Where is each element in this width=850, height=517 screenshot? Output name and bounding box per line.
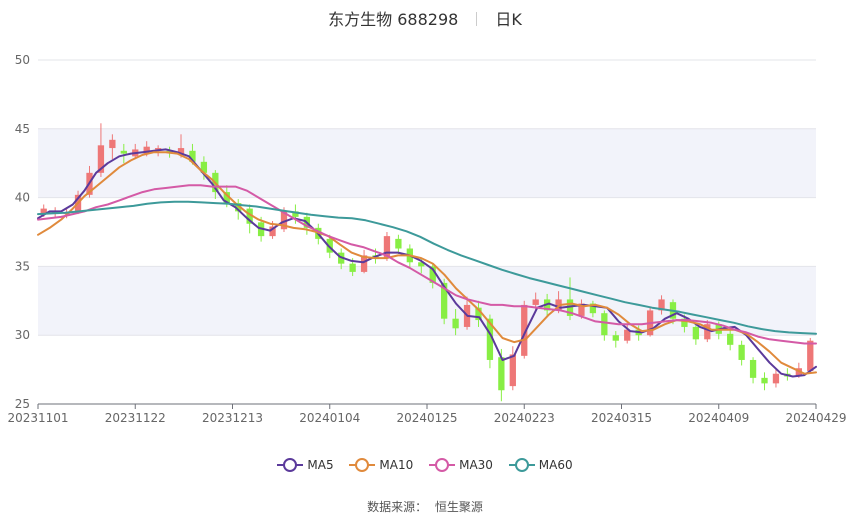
chart-title: 东方生物 688298 日K [0,6,850,30]
y-tick-label: 50 [15,53,30,67]
x-axis: 20231101 20231122 20231213 20240104 20240125… [7,403,847,425]
candle [749,357,757,384]
legend-item-ma10[interactable]: MA10 [349,458,413,472]
y-tick-label: 40 [15,191,30,205]
x-tick-label: 20240429 [785,411,846,425]
candle [692,322,700,345]
candle [120,143,127,164]
candles [40,123,814,402]
period-label: 日K [495,10,522,29]
x-tick-label: 20240223 [494,411,555,425]
x-tick-label: 20231101 [7,411,68,425]
series-line-ma5 [37,148,817,378]
candle [589,300,597,318]
legend-item-ma60[interactable]: MA60 [508,458,573,472]
y-tick-label: 30 [15,328,30,342]
x-tick-label: 20240315 [591,411,652,425]
y-tick-label: 45 [15,122,30,136]
ma-lines [37,148,817,378]
data-source: 数据来源： 恒生聚源 [0,498,850,515]
series-line-ma30 [37,184,817,345]
candle [292,204,299,224]
x-tick-label: 20231122 [105,411,166,425]
x-tick-label: 20240409 [688,411,749,425]
candle [658,295,665,315]
candle [772,369,780,388]
y-tick-label: 35 [15,259,30,273]
series-line-ma60 [37,200,817,335]
candle [704,320,711,343]
candle [452,309,459,336]
x-tick-label: 20240125 [396,411,457,425]
candle [429,263,436,289]
title-separator [476,12,478,26]
candle [601,310,608,341]
source-value: 恒生聚源 [434,500,483,514]
legend-item-ma5[interactable]: MA5 [277,458,334,472]
series-line-ma10 [37,151,817,375]
y-tick-label: 25 [15,397,30,411]
x-tick-label: 20240104 [299,411,360,425]
candle [395,234,402,255]
source-label: 数据来源： [367,500,428,514]
candle [727,329,734,351]
candle [521,300,528,359]
candle [475,300,482,327]
grid-lines [38,59,816,405]
background-bands [38,128,816,336]
x-tick-label: 20231213 [202,411,263,425]
candle [738,340,745,366]
candle [109,134,116,160]
candle [612,331,619,348]
candle [509,346,516,391]
candle [200,156,208,180]
legend-item-ma30[interactable]: MA30 [429,458,493,472]
stock-name: 东方生物 688298 [328,10,459,29]
grid-band [38,128,816,198]
candle [246,204,253,234]
candle [761,372,768,391]
y-axis: 50 45 40 35 30 25 [15,53,30,411]
legend: MA5 MA10 MA30 MA60 [0,458,850,472]
